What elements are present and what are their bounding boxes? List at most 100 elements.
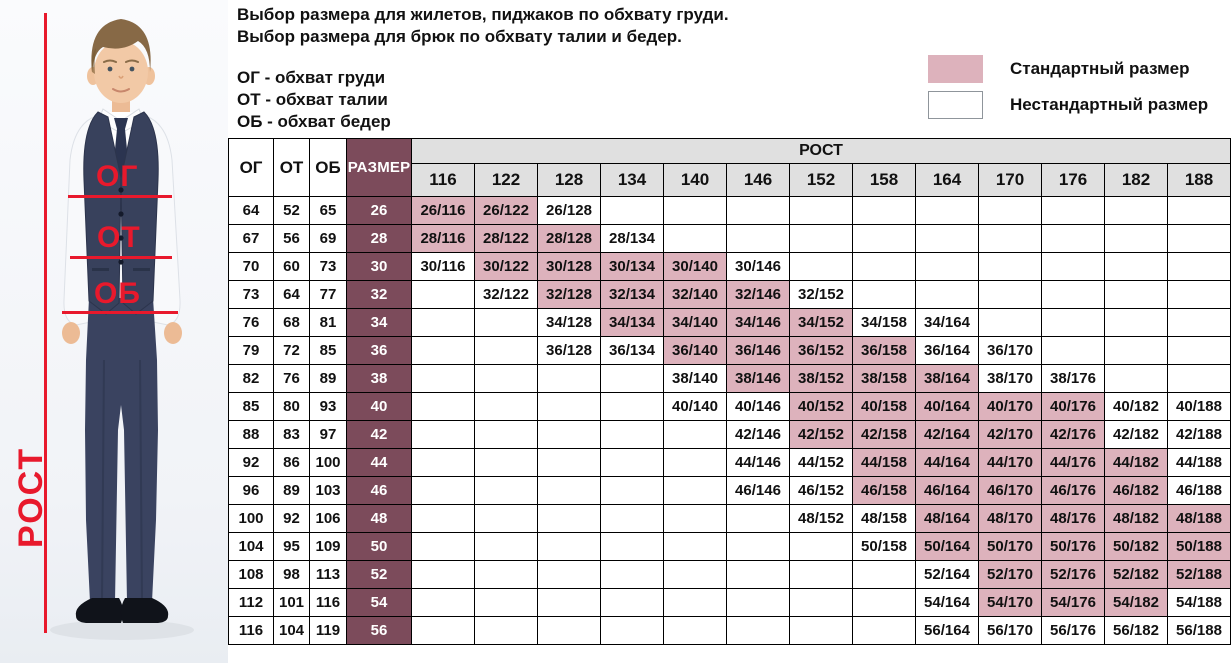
standard-size-cell-28-128: 28/128 [537, 224, 601, 253]
standard-size-cell-32-146: 32/146 [726, 280, 790, 309]
empty-cell [663, 224, 727, 253]
col-header-waist: ОТ [273, 138, 310, 197]
chest-value: 76 [228, 308, 274, 337]
chest-value: 70 [228, 252, 274, 281]
nonstandard-size-cell-38-170: 38/170 [978, 364, 1042, 393]
waist-value: 56 [273, 224, 310, 253]
standard-size-cell-34-146: 34/146 [726, 308, 790, 337]
size-value: 48 [346, 504, 412, 533]
empty-cell [915, 224, 979, 253]
hips-value: 119 [309, 616, 347, 645]
hips-value: 69 [309, 224, 347, 253]
chest-value: 85 [228, 392, 274, 421]
nonstandard-size-cell-54-188: 54/188 [1167, 588, 1231, 617]
nonstandard-size-cell-46-152: 46/152 [789, 476, 853, 505]
empty-cell [1167, 196, 1231, 225]
nonstandard-size-swatch [928, 91, 983, 119]
col-header-height-group: РОСТ [411, 138, 1231, 164]
hips-value: 113 [309, 560, 347, 589]
standard-size-cell-40-176: 40/176 [1041, 392, 1105, 421]
empty-cell [789, 252, 853, 281]
standard-size-cell-40-170: 40/170 [978, 392, 1042, 421]
table-row-size-44: 92 86 100 44 44/146 44/152 44/158 44/164 44/170 4… [228, 448, 1231, 477]
waist-value: 76 [273, 364, 310, 393]
empty-cell [1104, 224, 1168, 253]
standard-size-cell-42-164: 42/164 [915, 420, 979, 449]
standard-size-cell-46-158: 46/158 [852, 476, 916, 505]
hips-value: 81 [309, 308, 347, 337]
empty-cell [1104, 336, 1168, 365]
waist-value: 104 [273, 616, 310, 645]
standard-size-cell-28-116: 28/116 [411, 224, 475, 253]
empty-cell [600, 560, 664, 589]
empty-cell [537, 392, 601, 421]
standard-size-cell-42-152: 42/152 [789, 420, 853, 449]
empty-cell [726, 224, 790, 253]
empty-cell [600, 448, 664, 477]
nonstandard-size-cell-46-188: 46/188 [1167, 476, 1231, 505]
nonstandard-size-cell-36-164: 36/164 [915, 336, 979, 365]
nonstandard-size-cell-38-140: 38/140 [663, 364, 727, 393]
nonstandard-size-cell-30-116: 30/116 [411, 252, 475, 281]
empty-cell [852, 196, 916, 225]
chest-value: 88 [228, 420, 274, 449]
standard-size-cell-38-152: 38/152 [789, 364, 853, 393]
empty-cell [537, 532, 601, 561]
nonstandard-size-cell-54-164: 54/164 [915, 588, 979, 617]
standard-size-cell-48-182: 48/182 [1104, 504, 1168, 533]
empty-cell [978, 196, 1042, 225]
table-row-size-54: 112 101 116 54 54/164 54/170 54/176 54/182 54/18… [228, 588, 1231, 617]
empty-cell [600, 616, 664, 645]
table-row-size-56: 116 104 119 56 56/164 56/170 56/176 56/182 56/18… [228, 616, 1231, 645]
empty-cell [726, 616, 790, 645]
nonstandard-size-cell-28-134: 28/134 [600, 224, 664, 253]
empty-cell [474, 336, 538, 365]
empty-cell [978, 224, 1042, 253]
nonstandard-size-cell-34-164: 34/164 [915, 308, 979, 337]
col-header-height-164: 164 [915, 163, 979, 197]
empty-cell [600, 392, 664, 421]
empty-cell [600, 196, 664, 225]
standard-size-cell-50-188: 50/188 [1167, 532, 1231, 561]
nonstandard-size-cell-52-164: 52/164 [915, 560, 979, 589]
empty-cell [1041, 252, 1105, 281]
standard-size-cell-34-140: 34/140 [663, 308, 727, 337]
hips-value: 100 [309, 448, 347, 477]
col-header-hips: ОБ [309, 138, 347, 197]
table-row-size-46: 96 89 103 46 46/146 46/152 46/158 46/164 46/170 4… [228, 476, 1231, 505]
empty-cell [852, 588, 916, 617]
waist-value: 95 [273, 532, 310, 561]
nonstandard-size-cell-48-152: 48/152 [789, 504, 853, 533]
empty-cell [663, 616, 727, 645]
hips-value: 77 [309, 280, 347, 309]
empty-cell [474, 588, 538, 617]
intro-line-1: Выбор размера для жилетов, пиджаков по о… [237, 5, 729, 24]
standard-size-cell-44-170: 44/170 [978, 448, 1042, 477]
table-row-size-48: 100 92 106 48 48/152 48/158 48/164 48/170 48/176… [228, 504, 1231, 533]
waist-value: 60 [273, 252, 310, 281]
chest-value: 116 [228, 616, 274, 645]
empty-cell [474, 476, 538, 505]
table-row-size-30: 70 60 73 30 30/116 30/122 30/128 30/134 30/140 30… [228, 252, 1231, 281]
hips-value: 97 [309, 420, 347, 449]
standard-size-cell-38-164: 38/164 [915, 364, 979, 393]
standard-size-cell-44-164: 44/164 [915, 448, 979, 477]
hips-label: ОБ [94, 277, 141, 310]
standard-size-cell-42-170: 42/170 [978, 420, 1042, 449]
abbr-chest: ОГ - обхват груди [237, 68, 386, 87]
empty-cell [600, 364, 664, 393]
chest-value: 92 [228, 448, 274, 477]
size-value: 36 [346, 336, 412, 365]
table-row-size-42: 88 83 97 42 42/146 42/152 42/158 42/164 42/170 42… [228, 420, 1231, 449]
standard-size-cell-50-182: 50/182 [1104, 532, 1168, 561]
chest-value: 104 [228, 532, 274, 561]
col-header-height-158: 158 [852, 163, 916, 197]
empty-cell [726, 588, 790, 617]
hips-value: 116 [309, 588, 347, 617]
empty-cell [915, 280, 979, 309]
standard-size-cell-44-182: 44/182 [1104, 448, 1168, 477]
chest-value: 108 [228, 560, 274, 589]
nonstandard-size-cell-32-152: 32/152 [789, 280, 853, 309]
standard-size-cell-32-128: 32/128 [537, 280, 601, 309]
